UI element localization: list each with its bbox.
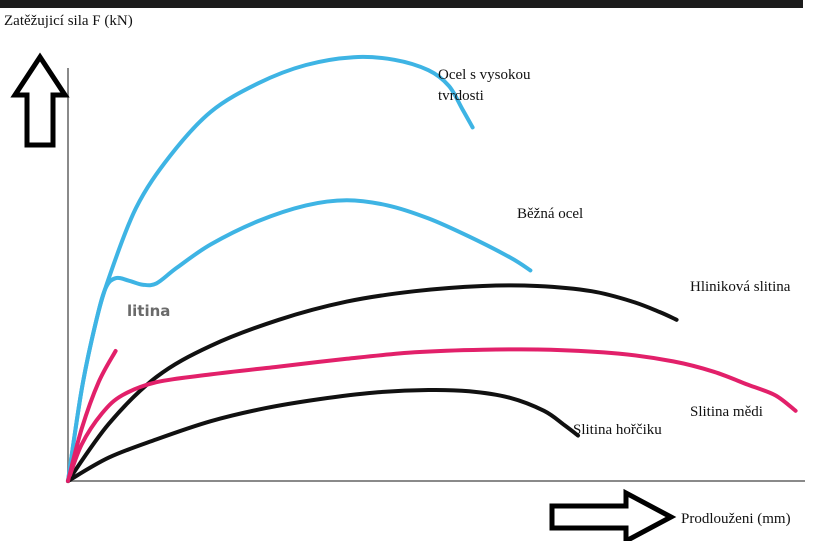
series-line-4	[66, 347, 798, 483]
series-label-2: Běžná ocel	[517, 206, 583, 222]
series-layer	[66, 54, 798, 483]
series-label-5: Slitina hořčiku	[573, 422, 662, 438]
top-dark-bar	[0, 0, 803, 8]
series-label-1-line-1: Ocel s vysokou	[438, 67, 531, 83]
series-label-3: Hliniková slitina	[690, 279, 791, 295]
series-label-1-line-2: tvrdosti	[438, 88, 484, 104]
series-line-2	[66, 198, 533, 483]
series-label-4: Slitina mědi	[690, 404, 763, 420]
up-arrow-icon	[10, 52, 70, 148]
series-line-6	[66, 349, 118, 483]
series-label-layer: Ocel s vysokou tvrdosti Běžná ocel Hlinikov…	[127, 67, 791, 438]
series-line-5	[66, 387, 580, 483]
x-axis-title: Prodlouženi (mm)	[681, 511, 791, 527]
series-line-3	[66, 283, 679, 483]
series-line-1	[66, 54, 475, 483]
series-label-6: litina	[127, 302, 170, 320]
y-axis-title: Zatěžujicí sila F (kN)	[4, 13, 133, 29]
right-arrow-icon	[549, 488, 677, 541]
